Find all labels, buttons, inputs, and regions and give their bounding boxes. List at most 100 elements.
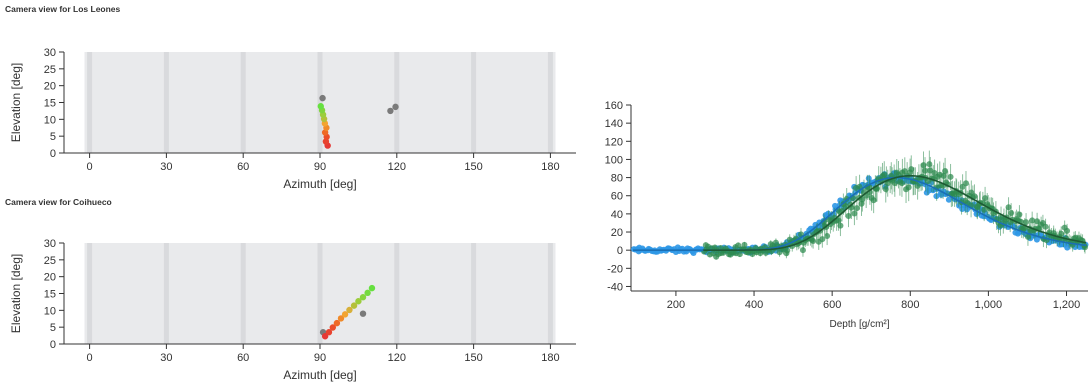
x-tick-label: 1,200 bbox=[1053, 299, 1081, 311]
camera-seam bbox=[87, 243, 93, 344]
y-tick-label: 0 bbox=[50, 339, 56, 351]
camera-seam bbox=[163, 52, 169, 153]
x-tick-label: 120 bbox=[388, 161, 406, 173]
x-tick-label: 0 bbox=[87, 352, 93, 364]
camera-pixel-point bbox=[329, 324, 336, 331]
profile-point bbox=[824, 232, 831, 239]
camera-seam bbox=[471, 52, 477, 153]
camera-seam bbox=[240, 52, 246, 153]
profile-point bbox=[1023, 219, 1030, 226]
camera-pixel-point bbox=[350, 302, 358, 309]
camera-pixel-point bbox=[355, 298, 362, 305]
camera-seam bbox=[87, 52, 93, 153]
coihueco-title: Camera view for Coihueco bbox=[5, 197, 112, 207]
camera-seam bbox=[394, 52, 400, 153]
camera-pixel-point bbox=[392, 103, 399, 111]
x-tick-label: 400 bbox=[745, 299, 763, 311]
y-tick-label: 140 bbox=[605, 118, 623, 130]
profile-point bbox=[1042, 223, 1049, 230]
y-tick-label: 10 bbox=[44, 305, 56, 317]
profile-point bbox=[741, 241, 748, 248]
profile-point bbox=[853, 205, 860, 212]
camera-seam bbox=[394, 243, 400, 344]
profile-point bbox=[1008, 209, 1015, 216]
x-tick-label: 150 bbox=[464, 161, 482, 173]
camera-seam bbox=[317, 243, 323, 344]
x-tick-label: 180 bbox=[541, 161, 559, 173]
y-tick-label: 0 bbox=[617, 245, 623, 257]
y-tick-label: 60 bbox=[611, 191, 623, 203]
x-tick-label: 60 bbox=[237, 161, 249, 173]
profile-point bbox=[922, 167, 929, 174]
x-tick-label: 600 bbox=[823, 299, 841, 311]
camera-seam bbox=[471, 243, 477, 344]
camera-pixel-point bbox=[319, 94, 326, 102]
profile-point bbox=[914, 182, 921, 189]
camera-pixel-point bbox=[346, 306, 353, 314]
y-tick-label: 5 bbox=[50, 131, 56, 143]
camera-pixel-point bbox=[368, 284, 376, 292]
y-tick-label: 0 bbox=[50, 148, 56, 160]
profile-point bbox=[799, 247, 806, 254]
profile-point bbox=[1064, 227, 1071, 234]
profile-point bbox=[971, 193, 978, 200]
profile-point bbox=[819, 236, 826, 243]
profile-point bbox=[901, 168, 908, 175]
camera-pixel-point bbox=[359, 310, 367, 317]
profile-point bbox=[905, 184, 912, 191]
camera-seam bbox=[547, 243, 553, 344]
y-tick-label: 120 bbox=[605, 136, 623, 148]
y-tick-label: 25 bbox=[44, 64, 56, 76]
camera-seam bbox=[547, 52, 553, 153]
camera-pixel-point bbox=[325, 329, 333, 336]
x-tick-label: 120 bbox=[388, 352, 406, 364]
camera-seam bbox=[240, 243, 246, 344]
profile-point bbox=[926, 161, 933, 168]
y-tick-label: 80 bbox=[611, 173, 623, 185]
x-tick-label: 30 bbox=[160, 352, 172, 364]
camera-pixel-point bbox=[364, 289, 371, 297]
camera-pixel-point bbox=[322, 138, 330, 145]
profile-point bbox=[945, 196, 952, 203]
y-tick-label: 160 bbox=[605, 100, 623, 112]
profile-point bbox=[784, 247, 791, 254]
y-tick-label: 100 bbox=[605, 154, 623, 166]
y-tick-label: 40 bbox=[611, 209, 623, 221]
y-tick-label: 20 bbox=[44, 81, 56, 93]
y-tick-label: 20 bbox=[611, 227, 623, 239]
x-tick-label: 180 bbox=[541, 352, 559, 364]
camera-seam bbox=[317, 52, 323, 153]
profile-point bbox=[1058, 230, 1065, 237]
profile-point bbox=[947, 173, 954, 180]
camera-pixel-point bbox=[387, 107, 394, 115]
camera-pixel-point bbox=[337, 315, 345, 322]
camera-pixel-point bbox=[333, 319, 341, 327]
x-axis-title: Depth [g/cm²] bbox=[829, 319, 889, 330]
y-tick-label: 20 bbox=[44, 272, 56, 284]
profile-point bbox=[1033, 236, 1040, 243]
profile-point bbox=[856, 183, 863, 190]
profile-point bbox=[810, 237, 817, 244]
x-tick-label: 1,000 bbox=[975, 299, 1003, 311]
profile-fit-line bbox=[703, 175, 1087, 251]
profile-point bbox=[851, 210, 858, 217]
camera-pixel-point bbox=[317, 103, 324, 110]
x-tick-label: 90 bbox=[314, 161, 326, 173]
x-axis-title: Azimuth [deg] bbox=[283, 177, 356, 191]
camera-seam bbox=[163, 243, 169, 344]
camera-pixel-point bbox=[341, 311, 349, 318]
y-tick-label: -40 bbox=[607, 281, 623, 293]
y-tick-label: 10 bbox=[44, 114, 56, 126]
profile-point bbox=[1016, 211, 1023, 218]
profile-point bbox=[1005, 204, 1012, 211]
profile-series bbox=[701, 150, 1088, 260]
profile-point bbox=[942, 168, 949, 175]
x-tick-label: 150 bbox=[464, 352, 482, 364]
profile-point bbox=[982, 195, 989, 202]
y-axis-title: Elevation [deg] bbox=[9, 254, 23, 333]
y-tick-label: 30 bbox=[44, 47, 56, 59]
x-tick-label: 200 bbox=[667, 299, 685, 311]
